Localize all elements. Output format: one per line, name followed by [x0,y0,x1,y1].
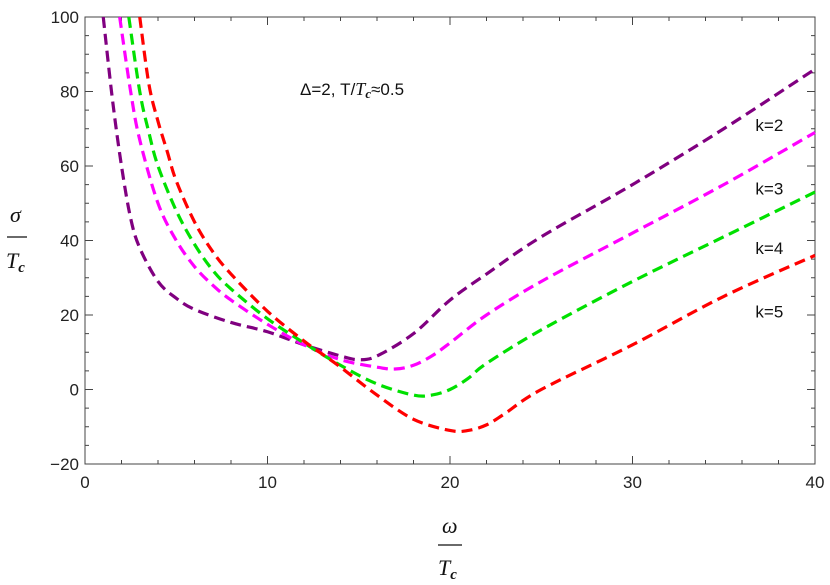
series-line-k4 [127,16,816,398]
svg-text:σ: σ [10,202,22,227]
series-line-k5 [138,16,816,434]
series-label-k5: k=5 [755,302,783,321]
svg-text:Tc: Tc [438,555,457,583]
svg-text:Tc: Tc [6,248,25,276]
y-tick-label: 80 [60,83,79,102]
y-axis-label: σ Tc [6,202,27,276]
series-label-k2: k=2 [755,116,783,135]
x-axis-label: ω Tc [438,513,462,583]
y-tick-label: 40 [60,232,79,251]
y-tick-label: −20 [50,455,79,474]
y-tick-label: 100 [51,8,79,27]
y-tick-label: 20 [60,306,79,325]
x-tick-label: 0 [80,473,89,492]
x-tick-label: 20 [441,473,460,492]
series [101,16,816,434]
series-label-k4: k=4 [755,239,783,258]
annotation: Δ=2, T/Tc≈0.5 [300,79,404,101]
x-tick-label: 40 [806,473,825,492]
series-line-k3 [118,16,816,371]
x-tick-label: 30 [623,473,642,492]
svg-text:ω: ω [442,513,458,538]
series-labels: k=2 k=3 k=4 k=5 [755,116,783,321]
y-tick-label: 60 [60,157,79,176]
series-line-k2 [101,16,816,362]
y-tick-label: 0 [70,381,79,400]
x-tick-label: 10 [258,473,277,492]
series-label-k3: k=3 [755,179,783,198]
plot-frame [84,16,816,465]
